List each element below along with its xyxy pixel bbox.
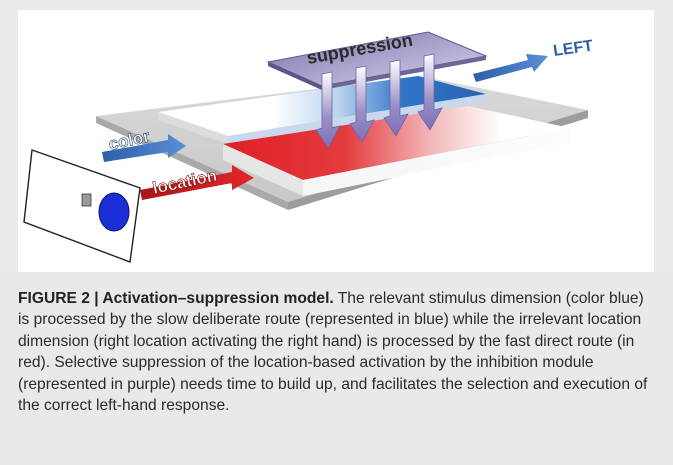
left-label: LEFT: [552, 38, 594, 60]
figure-number: FIGURE 2 |: [18, 290, 103, 307]
figure-caption: FIGURE 2 | Activation–suppression model.…: [18, 288, 654, 416]
activation-suppression-diagram: suppression LEFT color location: [23, 30, 594, 263]
suppression-arrow: [315, 71, 341, 149]
red-route-slab: [223, 106, 570, 196]
suppression-arrow: [417, 53, 443, 131]
stimulus-card: [23, 149, 141, 263]
caption-body: The relevant stimulus dimension (color b…: [18, 290, 648, 415]
figure-title: Activation–suppression model.: [102, 290, 334, 307]
suppression-arrow: [349, 65, 375, 143]
location-route-arrow: [140, 165, 254, 200]
color-route-arrow: [102, 134, 186, 162]
fixation-square: [81, 193, 92, 207]
left-response-arrow: [473, 54, 548, 82]
suppression-arrows: [315, 53, 443, 149]
location-label: location: [151, 166, 219, 198]
caption-box: [0, 272, 673, 465]
stimulus-circle: [98, 192, 130, 232]
suppression-arrow: [383, 59, 409, 137]
